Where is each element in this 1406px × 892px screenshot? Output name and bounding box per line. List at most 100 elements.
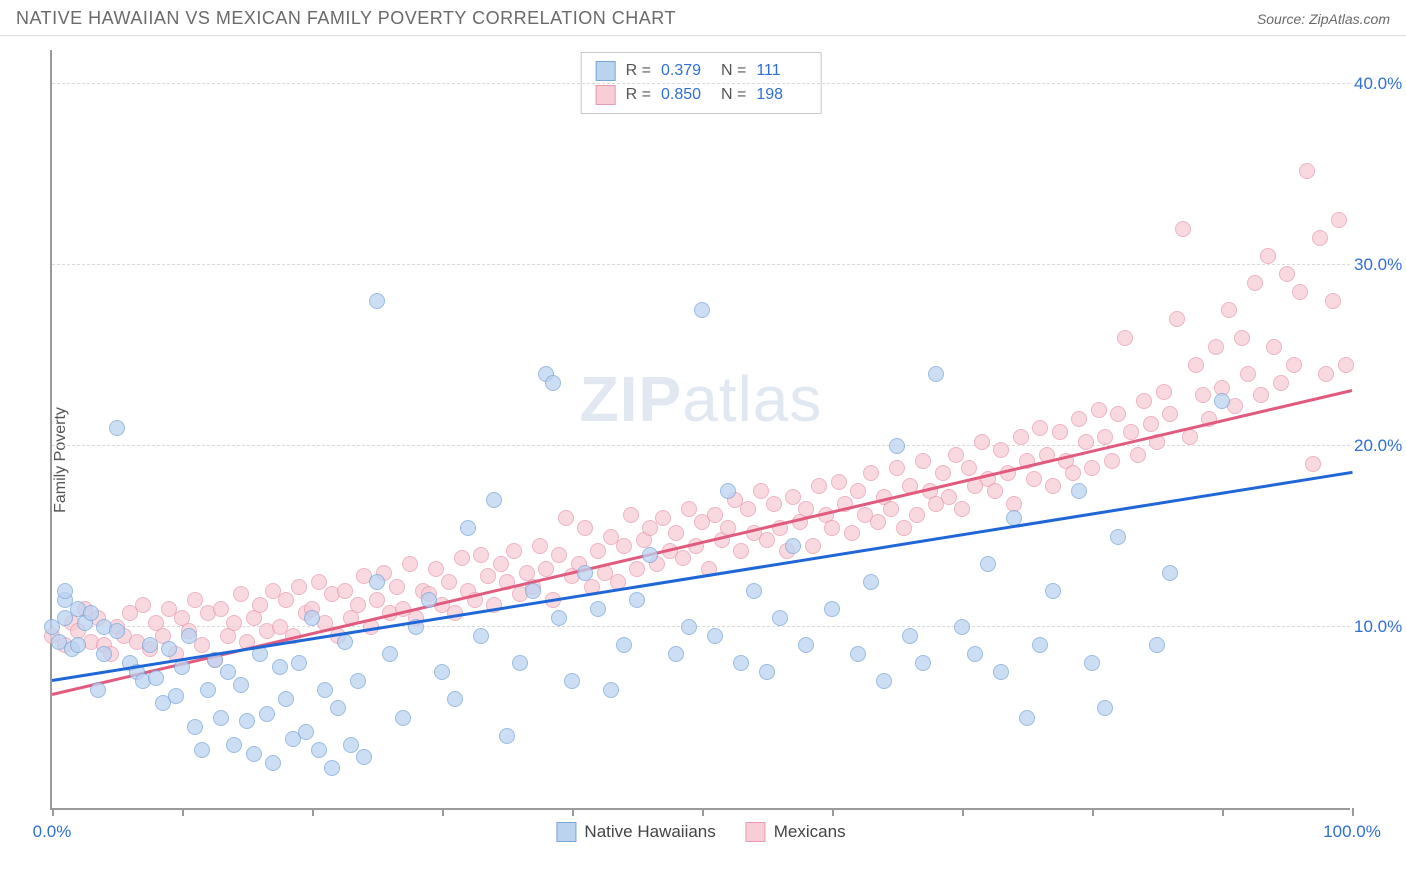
x-tick [702, 808, 704, 816]
data-point-mexicans [1338, 357, 1354, 373]
data-point-mexicans [402, 556, 418, 572]
data-point-hawaiians [382, 646, 398, 662]
data-point-mexicans [428, 561, 444, 577]
data-point-hawaiians [967, 646, 983, 662]
data-point-hawaiians [1162, 565, 1178, 581]
data-point-mexicans [1325, 293, 1341, 309]
plot-area: ZIPatlas R = 0.379 N = 111 R = 0.850 N =… [50, 50, 1350, 810]
data-point-hawaiians [96, 646, 112, 662]
data-point-hawaiians [83, 605, 99, 621]
data-point-mexicans [974, 434, 990, 450]
data-point-mexicans [863, 465, 879, 481]
data-point-hawaiians [298, 724, 314, 740]
data-point-hawaiians [70, 637, 86, 653]
data-point-hawaiians [993, 664, 1009, 680]
data-point-hawaiians [629, 592, 645, 608]
data-point-hawaiians [343, 737, 359, 753]
data-point-mexicans [1208, 339, 1224, 355]
data-point-hawaiians [499, 728, 515, 744]
data-point-mexicans [1032, 420, 1048, 436]
x-tick [962, 808, 964, 816]
legend-item-hawaiians: Native Hawaiians [556, 822, 715, 842]
data-point-hawaiians [545, 375, 561, 391]
data-point-hawaiians [311, 742, 327, 758]
data-point-hawaiians [1071, 483, 1087, 499]
data-point-mexicans [480, 568, 496, 584]
data-point-mexicans [1156, 384, 1172, 400]
data-point-mexicans [1182, 429, 1198, 445]
data-point-hawaiians [590, 601, 606, 617]
data-point-mexicans [616, 538, 632, 554]
data-point-hawaiians [733, 655, 749, 671]
data-point-mexicans [454, 550, 470, 566]
data-point-mexicans [1110, 406, 1126, 422]
data-point-hawaiians [616, 637, 632, 653]
data-point-mexicans [538, 561, 554, 577]
data-point-mexicans [1091, 402, 1107, 418]
gridline [52, 83, 1350, 84]
data-point-mexicans [961, 460, 977, 476]
data-point-hawaiians [220, 664, 236, 680]
data-point-mexicans [753, 483, 769, 499]
x-tick [312, 808, 314, 816]
data-point-mexicans [1253, 387, 1269, 403]
y-tick-label: 20.0% [1354, 436, 1406, 456]
data-point-mexicans [278, 592, 294, 608]
data-point-mexicans [1247, 275, 1263, 291]
data-point-mexicans [805, 538, 821, 554]
data-point-mexicans [766, 496, 782, 512]
stats-row-mexicans: R = 0.850 N = 198 [596, 83, 807, 107]
data-point-mexicans [1318, 366, 1334, 382]
data-point-mexicans [1260, 248, 1276, 264]
x-tick [1352, 808, 1354, 816]
x-tick [182, 808, 184, 816]
data-point-hawaiians [603, 682, 619, 698]
data-point-hawaiians [694, 302, 710, 318]
x-tick [52, 808, 54, 816]
data-point-mexicans [506, 543, 522, 559]
data-point-hawaiians [369, 574, 385, 590]
data-point-hawaiians [142, 637, 158, 653]
data-point-hawaiians [233, 677, 249, 693]
data-point-hawaiians [421, 592, 437, 608]
data-point-mexicans [1117, 330, 1133, 346]
data-point-mexicans [629, 561, 645, 577]
y-tick-label: 10.0% [1354, 617, 1406, 637]
data-point-hawaiians [226, 737, 242, 753]
data-point-mexicans [252, 597, 268, 613]
y-tick-label: 30.0% [1354, 255, 1406, 275]
data-point-hawaiians [928, 366, 944, 382]
data-point-hawaiians [291, 655, 307, 671]
swatch-hawaiians-icon [596, 61, 616, 81]
data-point-mexicans [187, 592, 203, 608]
data-point-hawaiians [161, 641, 177, 657]
data-point-hawaiians [824, 601, 840, 617]
data-point-mexicans [824, 520, 840, 536]
data-point-mexicans [655, 510, 671, 526]
data-point-hawaiians [304, 610, 320, 626]
data-point-mexicans [1240, 366, 1256, 382]
data-point-hawaiians [265, 755, 281, 771]
data-point-mexicans [1279, 266, 1295, 282]
chart-container: Family Poverty ZIPatlas R = 0.379 N = 11… [0, 36, 1406, 884]
data-point-hawaiians [863, 574, 879, 590]
x-tick [1092, 808, 1094, 816]
data-point-hawaiians [395, 710, 411, 726]
data-point-mexicans [1130, 447, 1146, 463]
chart-header: NATIVE HAWAIIAN VS MEXICAN FAMILY POVERT… [0, 0, 1406, 36]
data-point-hawaiians [324, 760, 340, 776]
data-point-mexicans [1123, 424, 1139, 440]
data-point-hawaiians [109, 420, 125, 436]
data-point-hawaiians [564, 673, 580, 689]
data-point-mexicans [883, 501, 899, 517]
data-point-mexicans [1071, 411, 1087, 427]
data-point-mexicans [1234, 330, 1250, 346]
data-point-mexicans [558, 510, 574, 526]
data-point-mexicans [1286, 357, 1302, 373]
data-point-mexicans [987, 483, 1003, 499]
data-point-hawaiians [720, 483, 736, 499]
data-point-hawaiians [668, 646, 684, 662]
data-point-hawaiians [148, 670, 164, 686]
data-point-hawaiians [1214, 393, 1230, 409]
watermark: ZIPatlas [580, 362, 823, 436]
